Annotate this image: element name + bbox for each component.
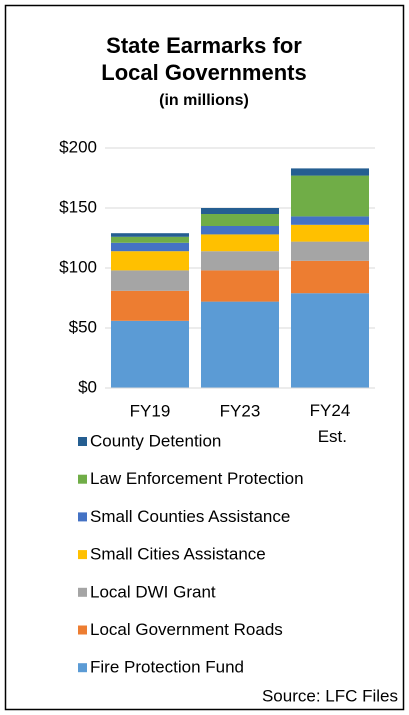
bar-segment [201,301,279,388]
legend-label: Local DWI Grant [90,582,216,601]
x-tick-label: FY23 [220,401,261,420]
bar-segment [111,236,189,243]
bar-segment [111,233,189,237]
bar-segment [291,224,369,242]
x-tick-label: FY19 [130,401,171,420]
bar-segment [291,216,369,225]
x-tick-label: FY24 Est. [310,401,351,446]
bar-segment [291,168,369,176]
legend-swatch [78,512,87,522]
bar-segment [291,260,369,294]
bar-segment [111,242,189,252]
legend-swatch [78,587,87,597]
bar-segment [201,208,279,214]
bar-segment [201,234,279,252]
legend-swatch [78,625,87,635]
y-tick-label: $0 [78,377,97,396]
bar-segment [291,293,369,388]
bar-segment [111,251,189,271]
bar-segment [111,270,189,291]
source: Source: LFC Files [262,686,398,705]
legend-label: Law Enforcement Protection [90,469,304,488]
chart-title: State Earmarks for [106,33,302,58]
x-tick-label-line: FY24 [310,401,351,420]
bar-segment [111,290,189,321]
legend-swatch [78,437,87,446]
legend-swatch [78,663,87,673]
legend-label: Local Government Roads [90,620,283,639]
bar-segment [201,226,279,235]
bar-segment [291,241,369,261]
legend-label: Small Cities Assistance [90,545,266,564]
legend-swatch [78,474,87,484]
legend-label: Fire Protection Fund [90,658,244,677]
chart-title: Local Governments [101,60,306,85]
bar-segment [201,251,279,271]
bar-segment [111,320,189,388]
bar-segment [291,175,369,217]
legend-label: County Detention [90,431,221,450]
chart-subtitle: (in millions) [159,92,249,109]
legend-swatch [78,550,87,560]
bar-segment [201,270,279,302]
y-tick-label: $50 [69,317,97,336]
y-tick-label: $200 [59,137,97,156]
x-tick-label-line: Est. [313,427,347,446]
y-tick-label: $150 [59,197,97,216]
bar-segment [201,214,279,226]
legend-label: Small Counties Assistance [90,507,290,526]
y-tick-label: $100 [59,257,97,276]
